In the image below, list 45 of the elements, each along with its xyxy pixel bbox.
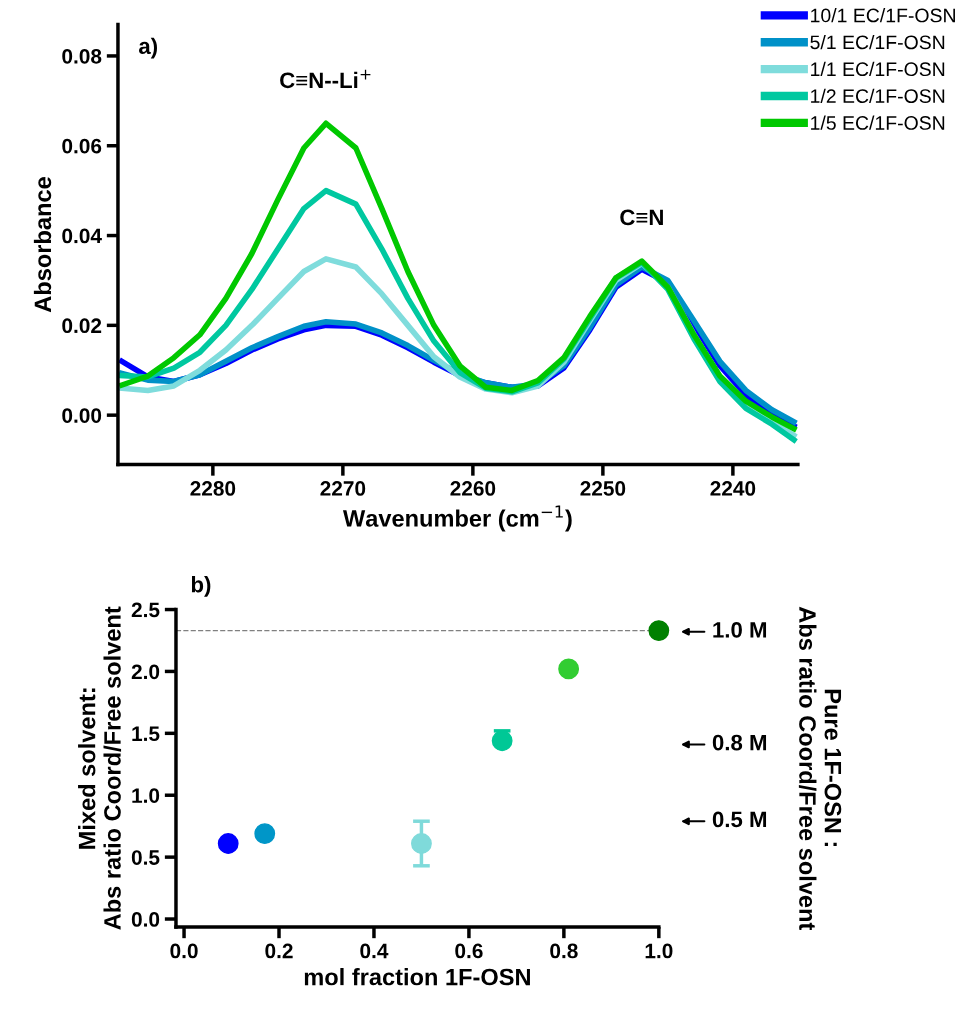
point <box>254 823 276 845</box>
text: 0.5 M <box>712 811 767 828</box>
text: b) <box>191 576 211 597</box>
annotation: C≡N <box>620 209 663 226</box>
y-axis-title: Mixed solvent: Abs ratio Coord/Free solvent <box>78 606 122 930</box>
x-tick-label: 2280 <box>190 481 236 496</box>
y-tick-label: 0.06 <box>62 138 102 154</box>
x-tick-label: 0.4 <box>360 943 389 959</box>
y-tick-label: 1.5 <box>132 726 160 742</box>
text: 1.0 M <box>713 621 767 638</box>
y-tick-label: 1.0 <box>132 788 160 803</box>
y-tick-label: 0.5 <box>131 850 160 865</box>
point <box>491 730 513 752</box>
x-tick-label: 2270 <box>320 481 366 496</box>
x-tick-label: 2240 <box>710 481 756 496</box>
text: 0.8 M <box>712 734 767 751</box>
y-tick-label: 0.04 <box>62 228 102 244</box>
annotation: C≡N--Li$^{+}$ <box>280 69 371 89</box>
legend-label: 1/5 EC/1F-OSN <box>811 115 945 130</box>
y-tick-label: 0.00 <box>62 408 102 423</box>
x-tick-label: 0.8 <box>550 943 578 959</box>
legend-label: 1/1 EC/1F-OSN <box>811 61 945 77</box>
x-tick-label: 0.0 <box>170 943 198 959</box>
x-tick-label: 1.0 <box>645 943 673 959</box>
legend-label: 5/1 EC/1F-OSN <box>810 34 945 50</box>
y-tick-label: 0.02 <box>62 318 102 334</box>
point <box>217 833 239 854</box>
x-axis-title: Wavenumber (cm$^{−1}$) <box>342 505 572 532</box>
x-tick-label: 2260 <box>450 481 496 496</box>
legend-label: 1/2 EC/1F-OSN <box>811 88 945 103</box>
y-tick-label: 2.5 <box>131 602 160 618</box>
x-tick-label: 0.2 <box>265 943 293 959</box>
annotation: a) <box>139 37 158 59</box>
point <box>648 620 670 641</box>
point <box>558 658 580 680</box>
y-tick-label: 0.08 <box>62 48 102 64</box>
y2-axis-title: Pure 1F-OSN : Abs ratio Coord/Free solvent <box>798 606 842 931</box>
y-axis-title: Absorbance <box>33 177 52 313</box>
x-tick-label: 2250 <box>580 481 626 496</box>
y-tick-label: 2.0 <box>131 664 160 680</box>
x-tick-label: 0.6 <box>455 943 483 959</box>
legend-label: 10/1 EC/1F-OSN <box>811 8 955 23</box>
point <box>411 833 432 854</box>
y-tick-label: 0.0 <box>131 912 160 927</box>
x-axis-title: mol fraction 1F-OSN <box>304 968 530 986</box>
